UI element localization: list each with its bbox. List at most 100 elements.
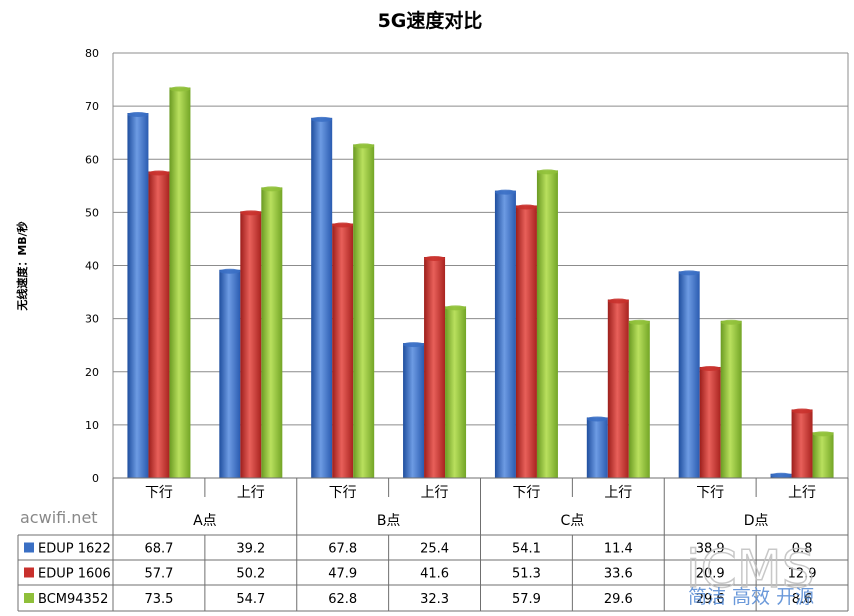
bar-body [586,417,608,478]
bar-top [678,270,700,276]
bar-body [311,117,333,478]
bar-body [812,432,834,478]
data-label: 29.6 [696,592,725,607]
bar-body [515,205,537,478]
bar-body [678,271,700,478]
watermark-slogan: 简洁 高效 开源 [688,586,814,608]
bar-body [494,190,516,478]
bar-body [219,269,241,478]
bar [770,472,792,478]
bar [536,169,558,478]
bar-body [607,299,629,478]
bar-top [240,210,262,216]
bar-top [607,298,629,304]
data-label: 62.8 [328,592,357,607]
data-label: 68.7 [144,542,173,557]
y-tick-label: 70 [85,100,99,113]
x-subcategory-label: 上行 [421,485,449,501]
bar-body [127,113,149,478]
data-label: 73.5 [144,592,173,607]
data-label: 51.3 [512,567,541,582]
data-label: 29.6 [604,592,633,607]
bar [445,305,467,478]
bar-top [403,342,425,348]
data-label: 67.8 [328,542,357,557]
bar [678,270,700,478]
y-axis-ticks: 0 10 20 30 40 50 60 70 80 [85,47,99,485]
bar [240,210,262,478]
data-label: 38.9 [696,542,725,557]
y-tick-label: 60 [85,153,99,166]
bar-body [424,257,446,478]
data-label: 8.6 [792,592,813,607]
bar-body [332,223,354,478]
y-tick-label: 80 [85,47,99,60]
bar-top [812,431,834,437]
data-label: 54.1 [512,542,541,557]
bar-top [148,170,170,176]
bar-top [445,305,467,311]
y-tick-label: 20 [85,366,99,379]
x-group-label: D点 [744,513,769,529]
bar-top [424,256,446,261]
bar [628,319,650,478]
bar-top [261,186,283,192]
bar-body [445,306,467,478]
bar-top [515,204,537,210]
legend-swatch [24,542,34,553]
bar [720,319,742,478]
bar [219,268,241,478]
data-label: 50.2 [236,567,265,582]
data-label: 57.9 [512,592,541,607]
bar-body [720,320,742,478]
bar [148,170,170,478]
watermark-left: acwifi.net [20,508,98,527]
bar-top [127,112,149,118]
data-label: 47.9 [328,567,357,582]
bar-top [169,86,191,92]
bar [515,204,537,478]
y-tick-label: 10 [85,419,99,432]
bar-body [628,320,650,478]
bar [311,116,333,478]
bar [127,112,149,478]
y-tick-label: 30 [85,313,99,326]
data-label: 25.4 [420,542,449,557]
bar [494,189,516,478]
bar-top [699,365,721,371]
bar-body [169,87,191,478]
bar-top [720,319,742,325]
bar [791,408,813,478]
bar [699,365,721,478]
legend-label: BCM94352 [38,592,108,607]
bar [812,431,834,478]
bar [169,86,191,478]
bar-body [536,170,558,478]
data-table: 下行 上行 下行 上行 下行 上行 下行 上行 A点 B点 C点 D点 EDUP 1622 68.7 39.… [17,477,849,612]
data-label: 41.6 [420,567,449,582]
data-label: 33.6 [604,567,633,582]
bar-top [536,169,558,175]
x-group-label: C点 [560,513,584,529]
y-tick-label: 50 [85,206,99,219]
bar-top [219,268,241,274]
bar-body [699,366,721,478]
data-label: 20.9 [696,567,725,582]
legend-label: EDUP 1606 [38,567,111,582]
bar [607,298,629,478]
bar-body [148,171,170,478]
bar [424,256,446,478]
y-tick-label: 40 [85,260,99,273]
bar-top [332,222,354,228]
data-label: 54.7 [236,592,265,607]
x-subcategory-label: 上行 [788,485,816,501]
bar-top [311,116,333,122]
x-subcategory-label: 下行 [696,485,724,501]
data-label: 11.4 [604,542,633,557]
x-group-label: A点 [193,513,217,529]
bar-body [791,409,813,478]
bar [353,143,375,478]
bar [261,186,283,478]
bar-top [353,143,375,149]
